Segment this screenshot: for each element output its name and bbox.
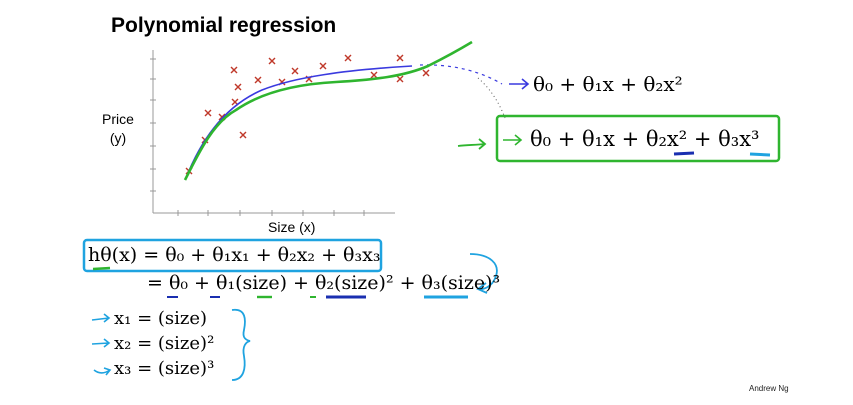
cubic-highlight-box	[495, 114, 781, 163]
x-axis-label: Size (x)	[268, 219, 316, 235]
y-axis-label: Price (y)	[102, 111, 134, 146]
plot-axes	[150, 50, 395, 216]
data-point	[370, 71, 378, 79]
data-point	[230, 66, 238, 74]
theta2-underline-mark	[673, 151, 695, 156]
author-credit: Andrew Ng	[749, 384, 789, 393]
h-underline-mark	[92, 266, 111, 271]
data-point	[422, 69, 430, 77]
hypothesis-equation: hθ(x) = θ₀ + θ₁x₁ + θ₂x₂ + θ₃x₃	[88, 244, 381, 266]
data-point	[239, 131, 247, 139]
data-point	[344, 54, 352, 62]
feature-arrow-icons	[91, 313, 112, 376]
slide-title: Polynomial regression	[111, 14, 337, 37]
feature-x3-equation: x₃ = (size)³	[114, 358, 215, 379]
cubic-fit-curve	[183, 40, 473, 181]
data-point	[234, 83, 242, 91]
feature-x1-equation: x₁ = (size)	[114, 308, 208, 329]
data-point	[291, 67, 299, 75]
training-data-points	[185, 54, 430, 175]
data-point	[319, 62, 327, 70]
quadratic-extension-dashed	[419, 64, 503, 85]
substitution-arrow-icon	[469, 253, 498, 294]
data-point	[268, 57, 276, 65]
quadratic-model-equation: θ₀ + θ₁x + θ₂x²	[533, 72, 683, 96]
cubic-pointer-dotted	[477, 77, 506, 119]
hypothesis-box	[82, 238, 383, 273]
cubic-arrow-inside-icon	[503, 134, 523, 146]
theta3-underline-mark	[749, 152, 771, 157]
hypothesis-expanded-equation: = θ₀ + θ₁(size) + θ₂(size)² + θ₃(size)³	[147, 272, 501, 294]
data-point	[396, 75, 404, 83]
features-brace	[231, 308, 251, 381]
data-point	[204, 109, 212, 117]
cubic-arrow-outside-icon	[457, 138, 487, 150]
feature-x2-equation: x₂ = (size)²	[114, 333, 215, 354]
quadratic-arrow-icon	[509, 78, 530, 90]
data-point	[396, 54, 404, 62]
data-point	[254, 76, 262, 84]
cubic-model-equation: θ₀ + θ₁x + θ₂x² + θ₃x³	[530, 127, 760, 151]
